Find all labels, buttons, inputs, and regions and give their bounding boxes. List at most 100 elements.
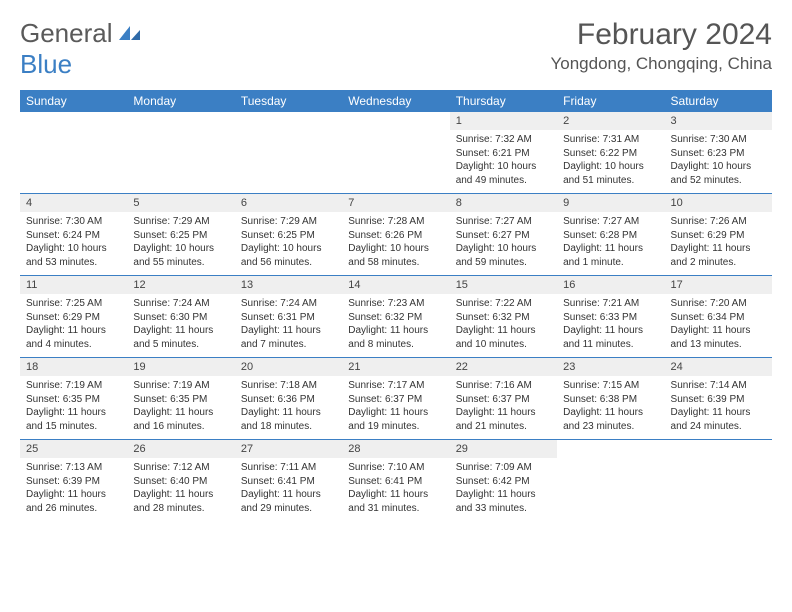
sunrise-text: Sunrise: 7:27 AM: [563, 215, 658, 229]
header: GeneralBlue February 2024 Yongdong, Chon…: [20, 18, 772, 80]
day-number-cell: 6: [235, 194, 342, 212]
day-number-cell: 10: [665, 194, 772, 212]
page-title: February 2024: [550, 18, 772, 52]
day-number-cell: 21: [342, 358, 449, 376]
day-number-cell: 9: [557, 194, 664, 212]
day-number-cell: 13: [235, 276, 342, 294]
sunrise-text: Sunrise: 7:14 AM: [671, 379, 766, 393]
sunrise-text: Sunrise: 7:10 AM: [348, 461, 443, 475]
day-detail-cell: [20, 130, 127, 194]
daylight-text: Daylight: 11 hours: [26, 488, 121, 502]
daylight-text: and 31 minutes.: [348, 502, 443, 516]
sunrise-text: Sunrise: 7:17 AM: [348, 379, 443, 393]
sunset-text: Sunset: 6:35 PM: [26, 393, 121, 407]
daylight-text: and 26 minutes.: [26, 502, 121, 516]
sunrise-text: Sunrise: 7:29 AM: [241, 215, 336, 229]
sunset-text: Sunset: 6:36 PM: [241, 393, 336, 407]
daylight-text: Daylight: 11 hours: [241, 406, 336, 420]
day-number-cell: 18: [20, 358, 127, 376]
day-number-cell: 4: [20, 194, 127, 212]
daylight-text: and 59 minutes.: [456, 256, 551, 270]
day-number-cell: 24: [665, 358, 772, 376]
day-detail-cell: Sunrise: 7:29 AMSunset: 6:25 PMDaylight:…: [127, 212, 234, 276]
daylight-text: Daylight: 11 hours: [348, 406, 443, 420]
daylight-text: and 51 minutes.: [563, 174, 658, 188]
day-detail-cell: Sunrise: 7:11 AMSunset: 6:41 PMDaylight:…: [235, 458, 342, 521]
sunset-text: Sunset: 6:35 PM: [133, 393, 228, 407]
day-detail-cell: Sunrise: 7:24 AMSunset: 6:31 PMDaylight:…: [235, 294, 342, 358]
day-number-row: 11121314151617: [20, 276, 772, 294]
sunset-text: Sunset: 6:25 PM: [241, 229, 336, 243]
daylight-text: and 52 minutes.: [671, 174, 766, 188]
day-detail-cell: Sunrise: 7:20 AMSunset: 6:34 PMDaylight:…: [665, 294, 772, 358]
sunrise-text: Sunrise: 7:28 AM: [348, 215, 443, 229]
day-detail-row: Sunrise: 7:13 AMSunset: 6:39 PMDaylight:…: [20, 458, 772, 521]
logo-text-1: General: [20, 18, 113, 48]
daylight-text: Daylight: 11 hours: [671, 242, 766, 256]
sunrise-text: Sunrise: 7:31 AM: [563, 133, 658, 147]
day-number-cell: 16: [557, 276, 664, 294]
day-detail-cell: Sunrise: 7:26 AMSunset: 6:29 PMDaylight:…: [665, 212, 772, 276]
sunset-text: Sunset: 6:23 PM: [671, 147, 766, 161]
sunrise-text: Sunrise: 7:30 AM: [671, 133, 766, 147]
day-detail-cell: Sunrise: 7:30 AMSunset: 6:23 PMDaylight:…: [665, 130, 772, 194]
daylight-text: Daylight: 11 hours: [563, 324, 658, 338]
day-number-cell: 8: [450, 194, 557, 212]
day-detail-cell: Sunrise: 7:30 AMSunset: 6:24 PMDaylight:…: [20, 212, 127, 276]
sunrise-text: Sunrise: 7:21 AM: [563, 297, 658, 311]
daylight-text: and 21 minutes.: [456, 420, 551, 434]
sail-icon: [117, 18, 143, 48]
sunset-text: Sunset: 6:29 PM: [671, 229, 766, 243]
day-number-row: 2526272829: [20, 440, 772, 458]
day-detail-cell: Sunrise: 7:22 AMSunset: 6:32 PMDaylight:…: [450, 294, 557, 358]
day-number-cell: [665, 440, 772, 458]
day-detail-row: Sunrise: 7:19 AMSunset: 6:35 PMDaylight:…: [20, 376, 772, 440]
daylight-text: Daylight: 11 hours: [133, 406, 228, 420]
sunrise-text: Sunrise: 7:27 AM: [456, 215, 551, 229]
sunrise-text: Sunrise: 7:09 AM: [456, 461, 551, 475]
day-detail-cell: Sunrise: 7:15 AMSunset: 6:38 PMDaylight:…: [557, 376, 664, 440]
day-detail-row: Sunrise: 7:32 AMSunset: 6:21 PMDaylight:…: [20, 130, 772, 194]
sunset-text: Sunset: 6:40 PM: [133, 475, 228, 489]
day-detail-cell: Sunrise: 7:32 AMSunset: 6:21 PMDaylight:…: [450, 130, 557, 194]
location-text: Yongdong, Chongqing, China: [550, 54, 772, 74]
day-detail-cell: Sunrise: 7:19 AMSunset: 6:35 PMDaylight:…: [127, 376, 234, 440]
day-detail-cell: Sunrise: 7:23 AMSunset: 6:32 PMDaylight:…: [342, 294, 449, 358]
daylight-text: Daylight: 11 hours: [456, 324, 551, 338]
day-detail-cell: [557, 458, 664, 521]
sunset-text: Sunset: 6:31 PM: [241, 311, 336, 325]
day-number-cell: 5: [127, 194, 234, 212]
sunrise-text: Sunrise: 7:20 AM: [671, 297, 766, 311]
daylight-text: Daylight: 11 hours: [348, 488, 443, 502]
logo: GeneralBlue: [20, 18, 143, 80]
day-number-cell: [127, 112, 234, 130]
sunrise-text: Sunrise: 7:30 AM: [26, 215, 121, 229]
daylight-text: and 2 minutes.: [671, 256, 766, 270]
daylight-text: Daylight: 11 hours: [348, 324, 443, 338]
sunset-text: Sunset: 6:24 PM: [26, 229, 121, 243]
day-number-cell: 3: [665, 112, 772, 130]
day-number-cell: 17: [665, 276, 772, 294]
day-number-cell: 20: [235, 358, 342, 376]
day-detail-cell: Sunrise: 7:27 AMSunset: 6:28 PMDaylight:…: [557, 212, 664, 276]
daylight-text: Daylight: 10 hours: [133, 242, 228, 256]
sunrise-text: Sunrise: 7:15 AM: [563, 379, 658, 393]
day-header: Thursday: [450, 90, 557, 112]
day-detail-cell: Sunrise: 7:19 AMSunset: 6:35 PMDaylight:…: [20, 376, 127, 440]
daylight-text: and 11 minutes.: [563, 338, 658, 352]
sunset-text: Sunset: 6:37 PM: [348, 393, 443, 407]
day-number-cell: 25: [20, 440, 127, 458]
daylight-text: and 18 minutes.: [241, 420, 336, 434]
day-number-cell: 28: [342, 440, 449, 458]
day-detail-cell: Sunrise: 7:28 AMSunset: 6:26 PMDaylight:…: [342, 212, 449, 276]
day-header: Sunday: [20, 90, 127, 112]
day-detail-row: Sunrise: 7:25 AMSunset: 6:29 PMDaylight:…: [20, 294, 772, 358]
sunset-text: Sunset: 6:38 PM: [563, 393, 658, 407]
daylight-text: and 7 minutes.: [241, 338, 336, 352]
daylight-text: and 53 minutes.: [26, 256, 121, 270]
sunrise-text: Sunrise: 7:12 AM: [133, 461, 228, 475]
daylight-text: Daylight: 11 hours: [456, 406, 551, 420]
day-number-cell: 11: [20, 276, 127, 294]
sunrise-text: Sunrise: 7:23 AM: [348, 297, 443, 311]
sunrise-text: Sunrise: 7:11 AM: [241, 461, 336, 475]
